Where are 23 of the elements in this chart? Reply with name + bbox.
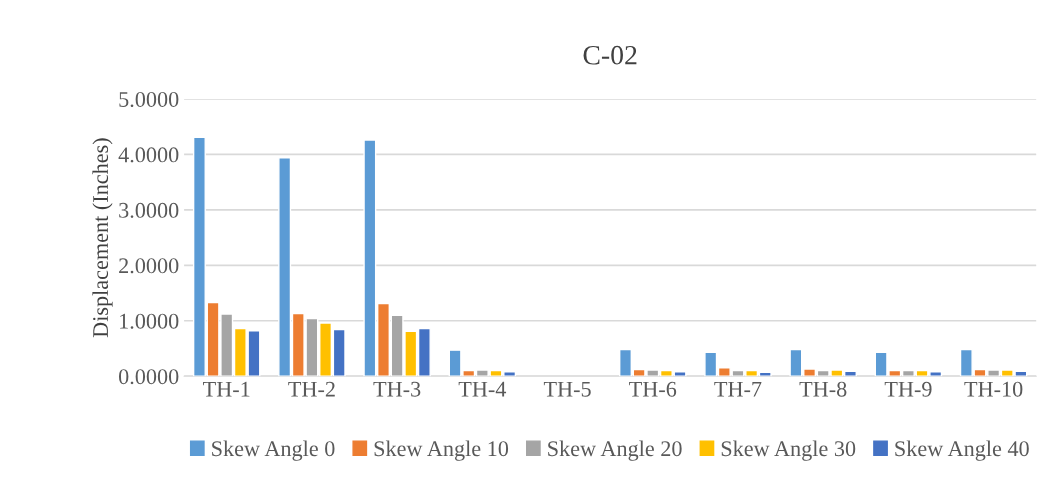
legend-label: Skew Angle 0 [212, 440, 335, 461]
legend-label: Skew Angle 20 [548, 440, 682, 461]
y-tick-label: 0.0000 [118, 369, 179, 385]
chart-title: C-02 [583, 45, 637, 65]
y-tick-label: 4.0000 [118, 147, 179, 163]
y-axis-title: Displacement (Inches) [92, 138, 113, 338]
y-tick-label: 5.0000 [119, 91, 179, 108]
x-tick-label: TH-9 [884, 381, 932, 397]
x-tick-label: TH-5 [543, 381, 591, 397]
legend-label: Skew Angle 40 [895, 440, 1029, 461]
x-tick-label: TH-1 [203, 381, 250, 397]
x-tick-label: TH-3 [373, 381, 421, 397]
y-tick-label: 2.0000 [119, 258, 179, 274]
x-tick-label: TH-6 [629, 381, 677, 397]
legend-label: Skew Angle 10 [374, 440, 509, 461]
x-tick-label: TH-10 [964, 381, 1023, 397]
y-tick-label: 3.0000 [119, 202, 179, 218]
legend-label: Skew Angle 30 [721, 440, 856, 461]
x-tick-label: TH-7 [714, 381, 762, 397]
x-tick-label: TH-8 [799, 381, 847, 397]
y-tick-label: 1.0000 [120, 313, 179, 329]
x-tick-label: TH-4 [458, 381, 507, 397]
x-tick-label: TH-2 [288, 381, 335, 397]
